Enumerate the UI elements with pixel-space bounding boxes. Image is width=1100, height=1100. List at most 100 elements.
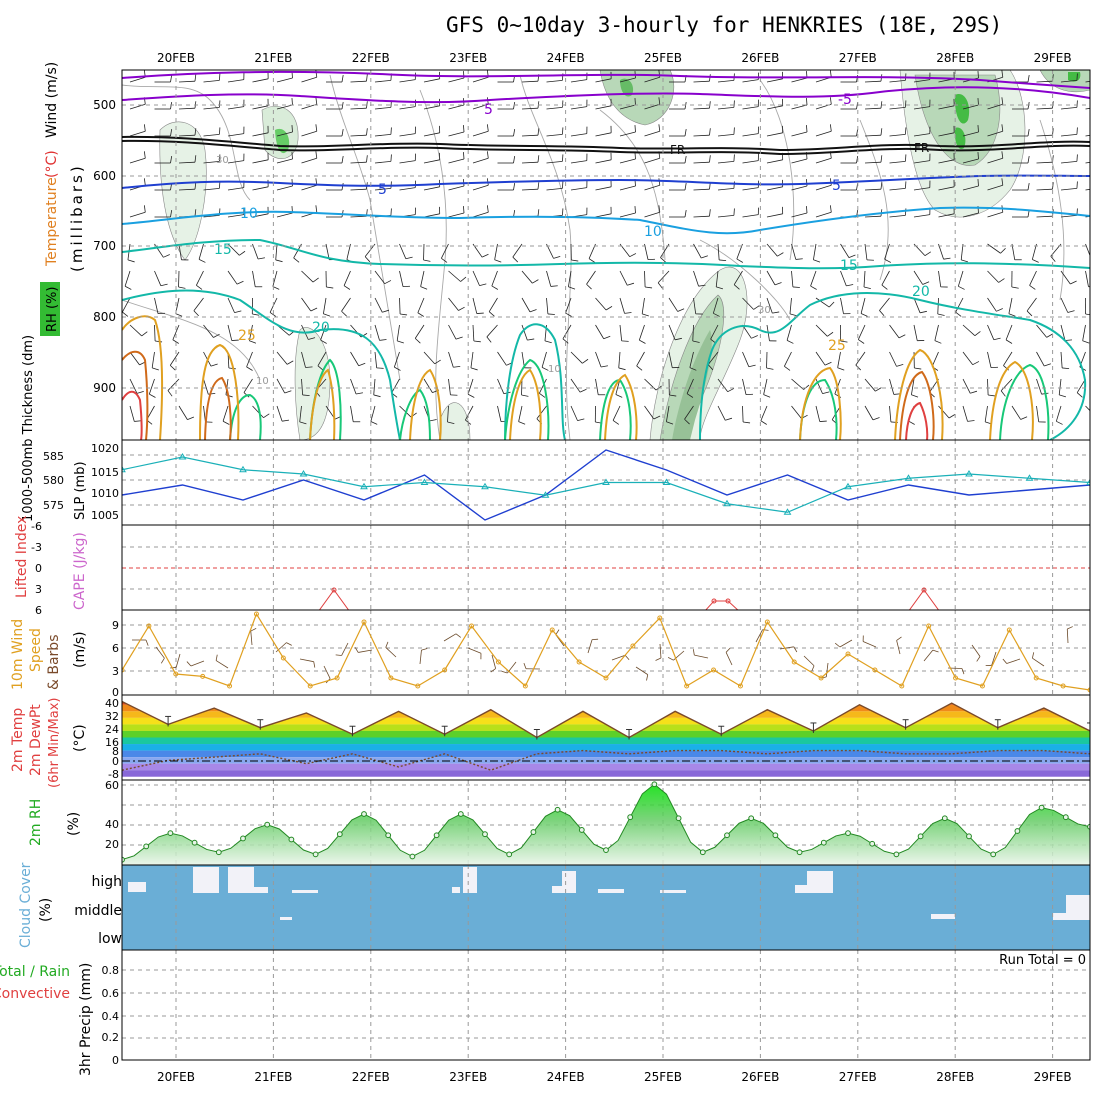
wind-barb-flag — [1046, 333, 1053, 338]
wind-barb — [913, 187, 930, 191]
wind-barb-flag — [977, 71, 979, 79]
wind-speed-point — [227, 683, 233, 689]
wind-barb — [686, 378, 694, 394]
wind-barb — [657, 270, 670, 284]
wind-barb-flag — [571, 259, 579, 262]
chart-title: GFS 0~10day 3-hourly for HENKRIES (18E, … — [446, 13, 1002, 37]
top-date-label: 27FEB — [839, 51, 877, 65]
wind-barb — [1085, 134, 1090, 137]
bottom-date-label: 28FEB — [936, 1070, 974, 1084]
wind-barb — [938, 405, 950, 419]
wind-barb-flag — [666, 421, 674, 425]
wind-barb — [717, 405, 726, 421]
wind-barb — [987, 324, 995, 340]
wind-barb-flag — [170, 156, 173, 164]
wind-barb-flag — [234, 310, 242, 313]
wind-barb — [129, 76, 146, 83]
wind-barb — [889, 351, 897, 367]
wind-barb — [644, 211, 660, 218]
wind-barb — [619, 77, 636, 83]
wind-barb — [840, 243, 850, 258]
wind-barb — [619, 270, 628, 286]
wind-barb-flag — [252, 313, 260, 316]
lifted-index-lines — [318, 587, 940, 610]
wind-barb — [810, 270, 817, 287]
wind-barb — [742, 324, 752, 339]
wind10m-barb — [971, 644, 981, 657]
wind-barb-flag — [1032, 259, 1039, 263]
wind10m-barb — [155, 646, 165, 659]
rh-point — [506, 851, 513, 858]
wind-speed-points — [122, 611, 1090, 693]
rh-point — [820, 839, 827, 846]
contour-label-10-grey: 10 — [256, 376, 269, 387]
wind-barb — [1060, 80, 1077, 83]
rh-point — [578, 827, 585, 833]
wind-barb — [570, 405, 578, 421]
wind-speed-point — [630, 643, 636, 649]
wind-barb — [568, 270, 572, 287]
bottom-date-label: 21FEB — [254, 1070, 292, 1084]
wind-barb — [374, 297, 383, 313]
wind-barb-flag — [828, 301, 835, 308]
wind-barb — [638, 324, 645, 341]
wind-barb-flag — [1020, 416, 1028, 420]
wind-barb — [962, 378, 971, 394]
wind-barb — [346, 243, 351, 260]
tick-900: 900 — [93, 381, 116, 395]
thickness-point — [178, 453, 187, 460]
wind-barb — [1085, 270, 1089, 287]
wind10m-barb — [175, 653, 181, 668]
wind-barb — [987, 297, 997, 312]
wind10m-barb — [611, 654, 626, 661]
contour-label-minus5: -5 — [838, 92, 852, 108]
wind-barb-flag — [806, 125, 808, 133]
wind-barb — [491, 270, 498, 287]
wind-barb — [441, 243, 449, 259]
wind-barb-flag — [1000, 248, 1006, 254]
wind-barb-flag — [453, 365, 461, 368]
wind-barb — [129, 324, 142, 337]
wind-barb — [595, 132, 612, 137]
wind10m-barb — [673, 650, 685, 661]
wind-barb-flag — [521, 394, 529, 397]
wind-barb-flag — [582, 358, 589, 364]
wind10m-barb-flag — [186, 661, 192, 667]
temp-label: 2m Temp — [10, 708, 26, 772]
wind-barb-flag — [880, 155, 883, 163]
li-ticks: -6 -3 0 3 6 — [31, 520, 42, 617]
wind-barb — [955, 297, 964, 313]
top-date-label: 20FEB — [157, 51, 195, 65]
wind10m-barb-flag — [385, 641, 389, 648]
rh-point — [482, 831, 488, 838]
wind-barb-flag — [934, 340, 942, 344]
wind-barb-flag — [187, 416, 195, 420]
rh-point — [554, 806, 561, 813]
wind10m-barb-flag — [811, 665, 815, 672]
wind-barb-flag — [193, 310, 199, 317]
wind-barb — [889, 324, 900, 339]
wind-barb-flag — [692, 340, 700, 343]
contour-label-15-2: 15 — [840, 258, 858, 274]
rh-point — [772, 832, 779, 839]
tick-8: 8 — [112, 745, 119, 758]
wind-speed-point — [603, 675, 609, 681]
wind-barb — [766, 297, 773, 314]
wind-barb-flag — [806, 98, 808, 106]
wind-barb-flag — [455, 336, 463, 340]
cloud-level-high: high — [91, 874, 122, 890]
wind-barb-flag — [550, 285, 558, 287]
wind-barb — [962, 158, 979, 164]
thickness-point — [1025, 474, 1034, 481]
bottom-date-label: 24FEB — [547, 1070, 585, 1084]
tick-minus8: -8 — [108, 768, 119, 781]
wind-barb — [960, 243, 964, 260]
wind10m-barb-flag — [725, 647, 731, 653]
contour-label-30-2: 30 — [758, 305, 771, 316]
wind-barb-flag — [827, 331, 834, 337]
wind-barb — [129, 378, 138, 394]
wind-barb-flag — [716, 286, 724, 290]
wind-barb-flag — [615, 394, 623, 398]
wind-barb-flag — [355, 392, 364, 395]
wind-barb — [497, 351, 507, 366]
